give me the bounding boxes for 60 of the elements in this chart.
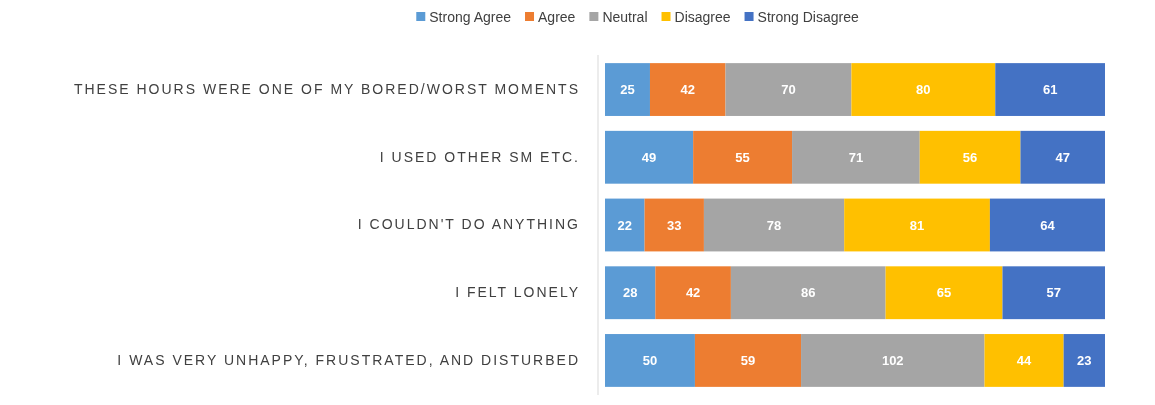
bar — [989, 198, 1105, 252]
bar — [605, 130, 694, 184]
bar — [995, 63, 1105, 116]
data-label: 71 — [848, 149, 864, 165]
bar — [984, 334, 1064, 387]
y-tick-label: I WAS VERY UNHAPPY, FRUSTRATED, AND DISTURBED — [117, 351, 580, 368]
data-label: 80 — [916, 82, 931, 98]
bar — [605, 198, 645, 252]
data-label: 25 — [620, 82, 635, 98]
data-label: 64 — [1040, 217, 1056, 233]
legend-label: Disagree — [674, 8, 731, 25]
y-tick-label: THESE HOURS WERE ONE OF MY BORED/WORST MOMENTS — [73, 81, 580, 98]
bar — [644, 198, 704, 252]
data-label: 44 — [1016, 353, 1033, 369]
bar — [730, 266, 886, 320]
data-label: 49 — [641, 149, 657, 165]
data-label: 42 — [685, 285, 701, 301]
legend-label: Agree — [538, 8, 576, 25]
bar — [792, 130, 920, 184]
bar — [1002, 266, 1105, 320]
bar — [885, 266, 1003, 320]
legend-label: Neutral — [602, 8, 648, 25]
y-tick-label: I COULDN'T DO ANYTHING — [357, 216, 580, 233]
data-label: 56 — [962, 149, 978, 165]
bar — [655, 266, 731, 320]
legend-label: Strong Disagree — [757, 8, 859, 25]
bar — [605, 63, 650, 116]
data-label: 61 — [1042, 82, 1058, 98]
bar — [605, 334, 695, 387]
data-label: 55 — [735, 149, 750, 165]
bar — [844, 198, 990, 252]
bar — [693, 130, 793, 184]
data-label: 59 — [740, 353, 756, 369]
data-label: 86 — [801, 285, 816, 301]
bar — [851, 63, 996, 116]
data-label: 28 — [622, 285, 638, 301]
bar — [649, 63, 726, 116]
data-label: 65 — [936, 285, 952, 301]
y-tick-label: I USED OTHER SM ETC. — [379, 148, 580, 165]
legend-label: Strong Agree — [429, 8, 512, 25]
data-label: 102 — [881, 353, 904, 369]
bar — [1063, 334, 1105, 387]
bar — [694, 334, 802, 387]
bar — [1020, 130, 1105, 184]
bar — [703, 198, 845, 252]
bar — [725, 63, 852, 116]
data-label: 22 — [617, 217, 633, 233]
data-label: 78 — [766, 217, 782, 233]
data-label: 23 — [1077, 353, 1092, 369]
bar — [605, 266, 656, 320]
data-label: 70 — [781, 82, 796, 98]
data-label: 42 — [680, 82, 695, 98]
bar — [801, 334, 985, 387]
data-label: 47 — [1055, 149, 1070, 165]
data-label: 57 — [1046, 285, 1061, 301]
data-label: 50 — [642, 353, 658, 369]
data-label: 81 — [909, 217, 925, 233]
data-label: 33 — [667, 217, 682, 233]
y-tick-label: I FELT LONELY — [455, 284, 580, 301]
bar — [919, 130, 1021, 184]
